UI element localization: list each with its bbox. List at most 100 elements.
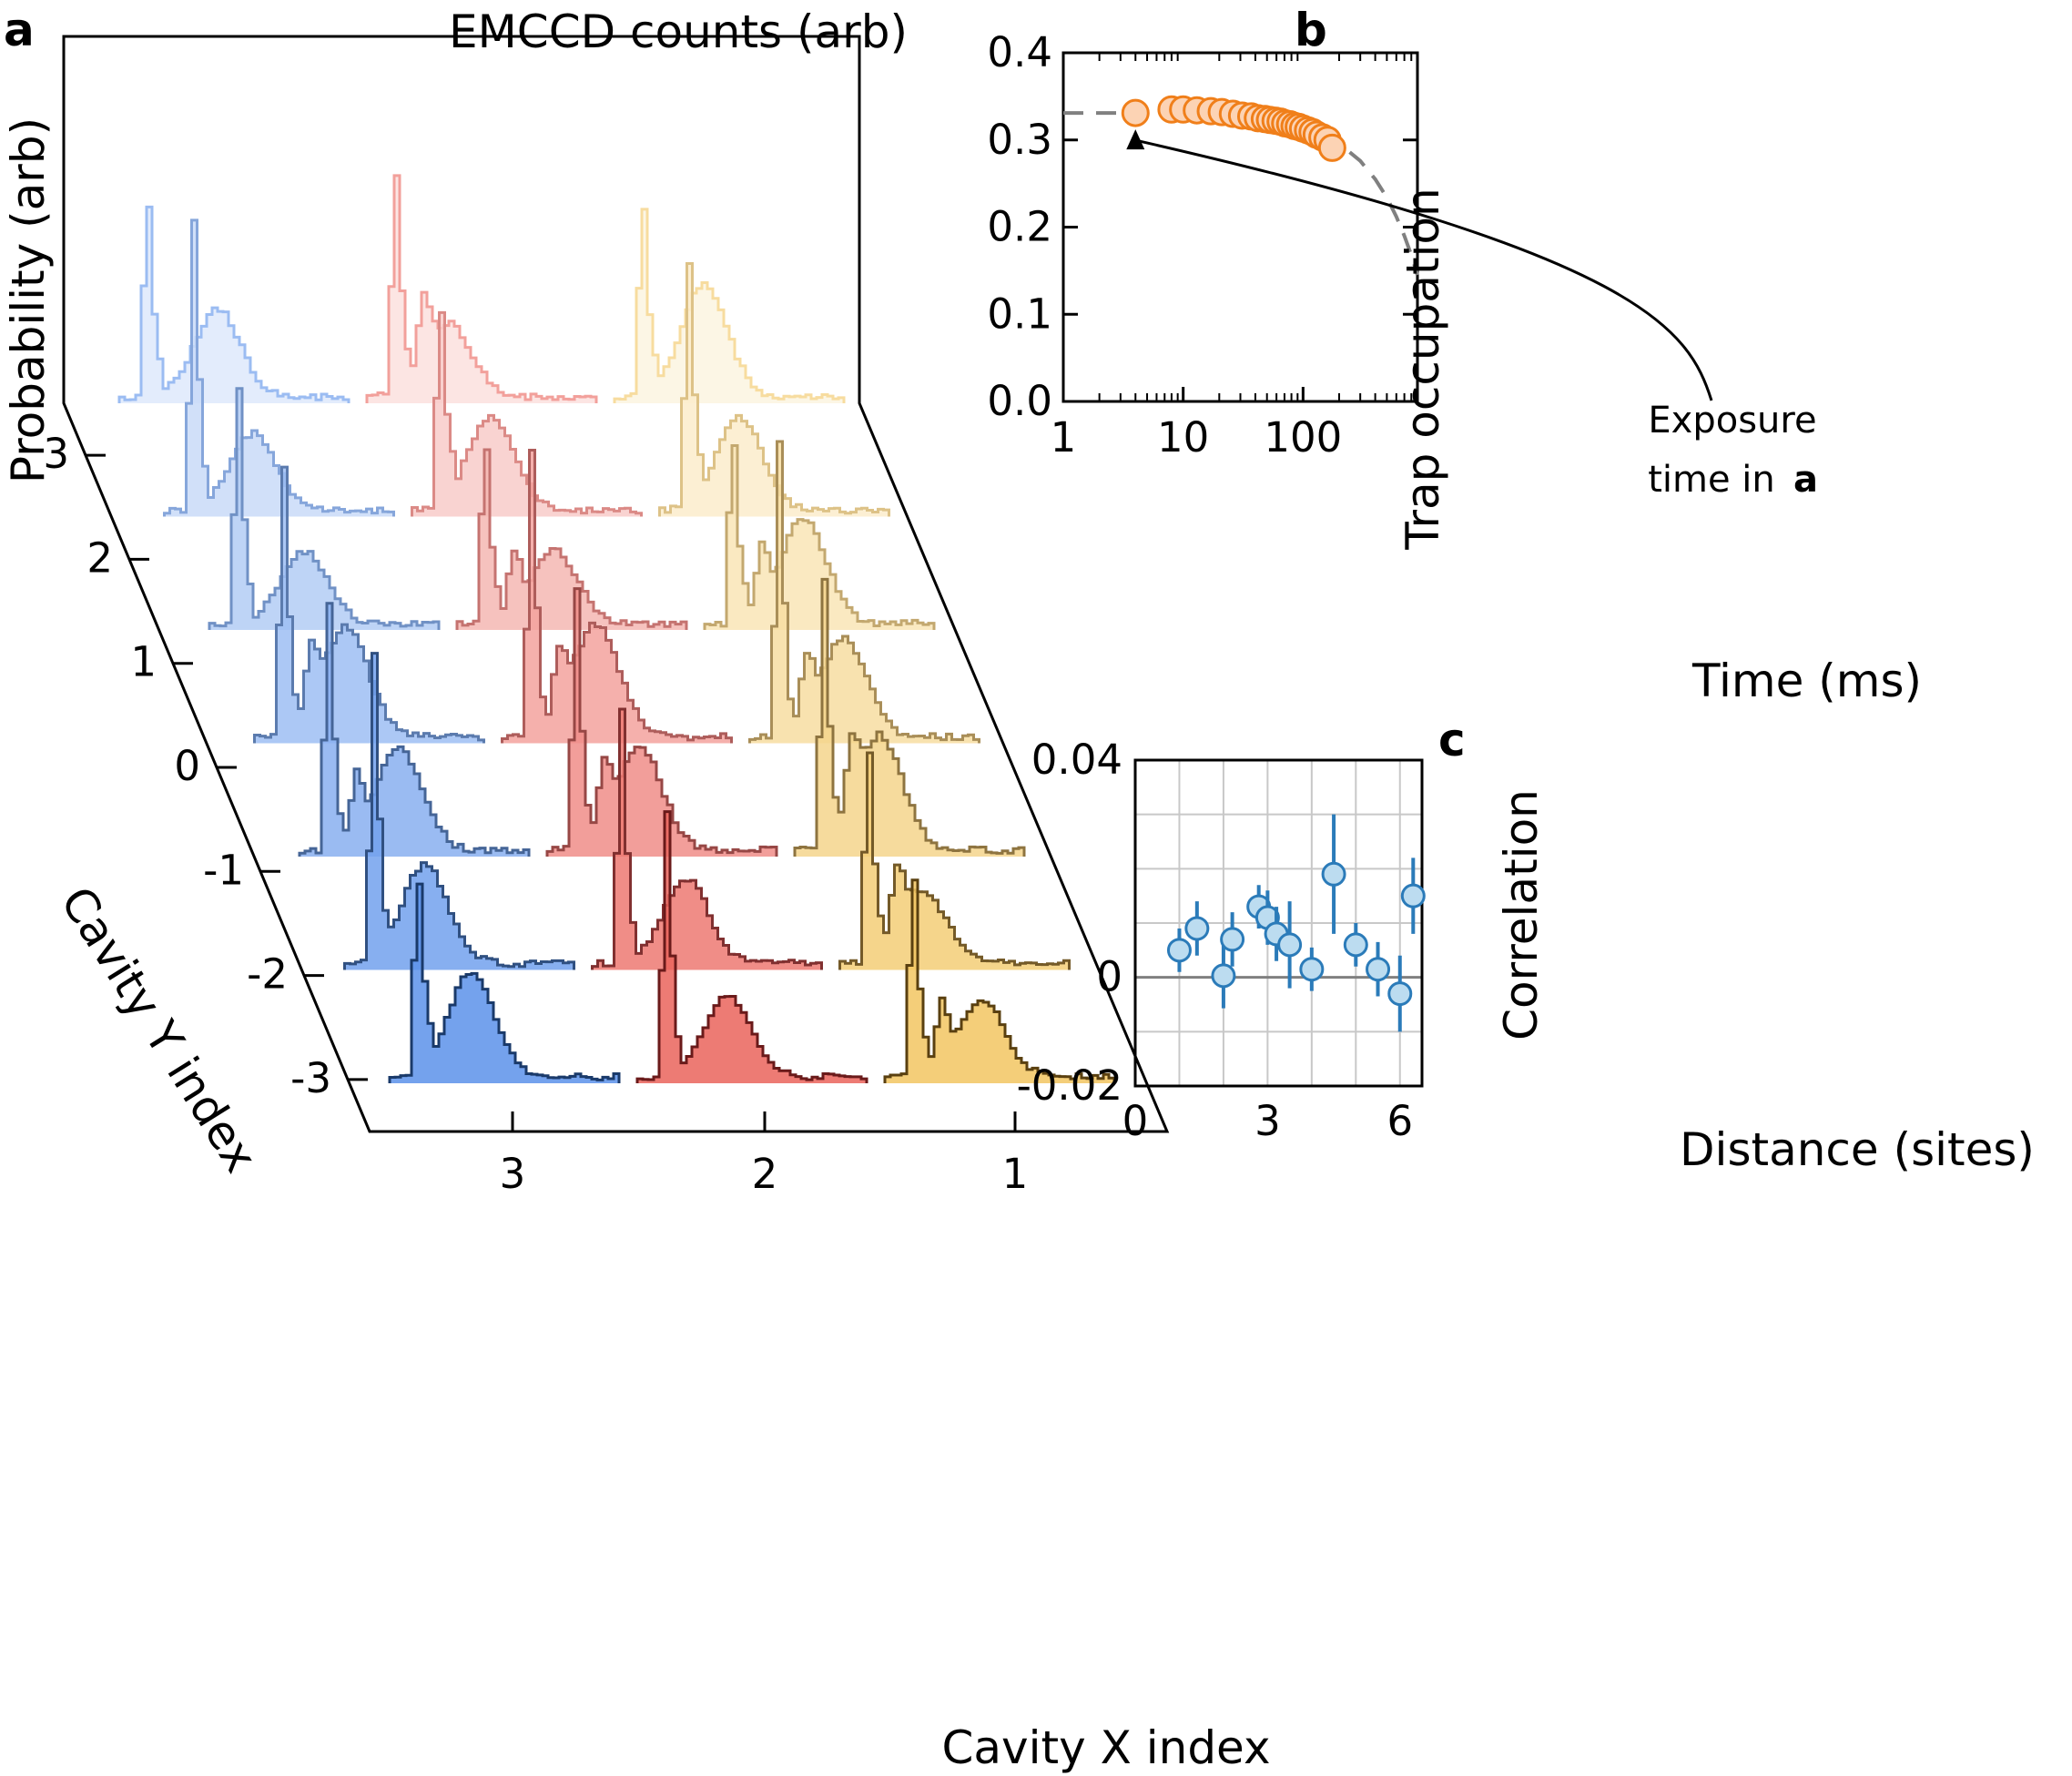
histogram-fill (254, 467, 484, 744)
panel-label-b: b (1295, 4, 1327, 56)
histogram-fill (614, 208, 844, 403)
histogram-cell (658, 261, 890, 517)
panel-a-xtick-label: 2 (752, 1150, 778, 1198)
panel-a-xlabel: Cavity X index (941, 1721, 1270, 1774)
panel-label-c: c (1438, 714, 1466, 766)
panel-a-ytick-label: 1 (130, 638, 157, 686)
histogram-outline (208, 387, 441, 630)
panel-a-zlabel: Probability (arb) (2, 117, 55, 483)
panel-b-xtick-label: 1 (1051, 413, 1077, 462)
histogram-cell (365, 174, 598, 403)
panel-c-data-point (1220, 927, 1245, 952)
panel-a-ytick-label: -2 (247, 950, 288, 999)
histogram-cell (545, 587, 778, 857)
panel-b-annotation-line1: Exposure (1648, 400, 1816, 441)
panel-c-frame (1133, 758, 1424, 1088)
histogram-cell (343, 652, 575, 970)
histogram-outline (117, 205, 350, 403)
panel-b-fit-curve (1063, 111, 1419, 276)
panel-b-data-point (1121, 98, 1150, 127)
panel-c-data-point (1400, 883, 1426, 908)
histogram-cell (883, 878, 1116, 1083)
histogram-outline (635, 810, 868, 1083)
histogram-outline (365, 174, 598, 403)
panel-c-xtick-label: 6 (1386, 1097, 1413, 1145)
panel-c-ylabel: Correlation (1495, 789, 1548, 1040)
histogram-cell (388, 882, 621, 1083)
histogram-fill (795, 579, 1024, 857)
panel-b-annotation-line2: time in (1648, 459, 1775, 501)
panel-c-data-point (1387, 981, 1413, 1007)
histogram-fill (547, 588, 777, 857)
panel-a-ytick-label: -1 (203, 846, 244, 894)
panel-a-xtick-label: 1 (1002, 1150, 1029, 1198)
panel-c-data-point (1211, 963, 1236, 989)
panel-c-xlabel: Distance (sites) (1680, 1123, 2035, 1176)
histogram-outline (613, 208, 846, 403)
panel-label-a: a (4, 4, 35, 56)
panel-b-ytick-label: 0.3 (987, 116, 1052, 164)
panel-b-ylabel: Trap occupation (1397, 188, 1449, 550)
histogram-outline (411, 310, 643, 517)
histogram-outline (838, 751, 1071, 970)
histogram-cell (253, 465, 485, 744)
panel-c-xtick-label: 0 (1122, 1097, 1149, 1145)
panel-a: 3 2 1 0 -1 -2 -3 3 2 1 (43, 35, 1170, 1198)
histogram-cell (703, 444, 936, 630)
panel-b-ytick-label: 0.2 (987, 203, 1052, 251)
panel-b-arrowhead (1126, 129, 1145, 150)
histogram-outline (343, 652, 575, 970)
panel-b-ytick-label: 0.4 (987, 28, 1052, 76)
histogram-outline (388, 882, 621, 1083)
histogram-cell (838, 751, 1071, 970)
histogram-cell (208, 387, 441, 630)
histogram-cell (793, 577, 1026, 857)
panel-a-ytick-label: 3 (43, 430, 69, 478)
histogram-cell (163, 218, 395, 517)
panel-a-ylabel: Cavity Y index (50, 878, 268, 1182)
panel-b-xlabel: Time (ms) (1691, 655, 1922, 707)
histogram-cell (411, 310, 643, 517)
panel-c-data-point (1343, 932, 1368, 958)
histogram-cell (455, 448, 688, 630)
histogram-outline (658, 261, 890, 517)
panel-c-data-point (1277, 932, 1303, 958)
panel-a-frame (62, 35, 1170, 1133)
histogram-fill (119, 207, 349, 403)
histogram-fill (749, 441, 980, 744)
histogram-outline (501, 448, 733, 744)
panel-a-xtick-label: 3 (500, 1150, 526, 1198)
panel-b-ytick-label: 0.0 (987, 377, 1052, 425)
panel-b-annotation-arrow (1134, 138, 1713, 401)
histogram-outline (883, 878, 1116, 1083)
panel-a-ytick-label: 0 (174, 742, 200, 790)
panel-c-ytick-label: 0 (1096, 953, 1122, 1001)
histogram-fill (411, 312, 642, 517)
histogram-outline (703, 444, 936, 630)
panel-a-ytick-label: 2 (86, 533, 113, 582)
histogram-outline (591, 707, 823, 970)
panel-b-annotation-ref: a (1793, 459, 1818, 501)
panel-b-ytick-label: 0.1 (987, 289, 1052, 338)
histogram-outline (793, 577, 1026, 857)
panel-c-data-point (1299, 957, 1325, 982)
panel-c-xtick-label: 3 (1254, 1097, 1281, 1145)
panel-c-ytick-label: -0.02 (1017, 1061, 1122, 1110)
histogram-outline (298, 602, 531, 857)
panel-b: 0.0 0.1 0.2 0.3 0.4 1 10 100 (987, 28, 1713, 462)
histogram-fill (885, 879, 1114, 1083)
histogram-fill (367, 175, 596, 403)
panel-a-title: EMCCD counts (arb) (449, 5, 908, 58)
histogram-cell (613, 208, 846, 403)
histogram-fill (502, 450, 732, 744)
histogram-outline (163, 218, 395, 517)
panel-c-ytick-label: 0.04 (1031, 736, 1122, 784)
histogram-fill (390, 884, 619, 1083)
panel-b-xtick-label: 100 (1264, 413, 1342, 462)
panel-c-data-point (1321, 861, 1346, 887)
histogram-outline (748, 440, 980, 744)
panel-b-data-point (1317, 133, 1346, 162)
panel-c-data-point (1366, 957, 1391, 982)
